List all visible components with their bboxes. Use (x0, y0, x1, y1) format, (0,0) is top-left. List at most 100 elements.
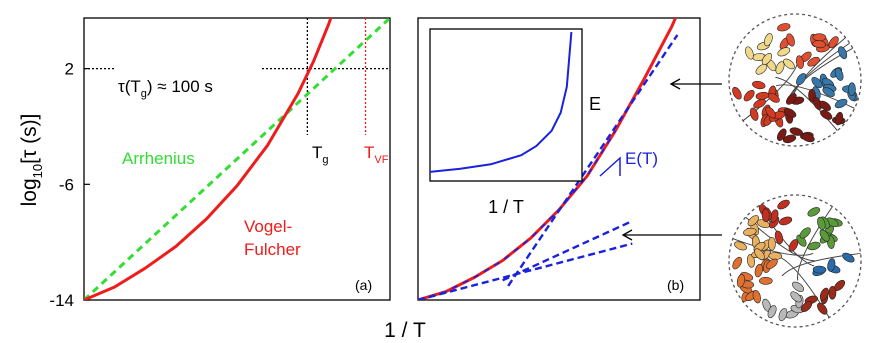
vogel-fulcher-curve (84, 18, 333, 300)
tangent-line (418, 242, 633, 300)
molecule (777, 23, 791, 32)
molecule (828, 285, 837, 300)
slope-triangle (599, 156, 621, 177)
arrow-bottom-head (621, 229, 633, 241)
molecule (807, 207, 821, 217)
molecule (777, 47, 791, 57)
panel-a-label: (a) (355, 277, 372, 293)
molecule (746, 254, 755, 268)
molecule (834, 67, 844, 81)
panel-a: -14 -6 2 τ(Tg) ≈ 100 s Tg TVF Arrhenius Vo… (49, 17, 391, 310)
x-axis-label: 1 / T (384, 319, 426, 342)
molecule (801, 133, 815, 143)
molecule (820, 109, 833, 120)
panel-b-label: (b) (667, 277, 684, 293)
molecule (812, 33, 827, 42)
molecule (788, 239, 799, 252)
tau-annotation: τ(Tg) ≈ 100 s (118, 77, 213, 100)
inset-frame (429, 28, 583, 182)
molecule (759, 276, 773, 285)
molecule (755, 63, 768, 75)
molecule (812, 265, 827, 274)
molecule (834, 111, 844, 126)
molecule (817, 216, 826, 231)
panel-b: E(T) (b) 1 / T E (417, 17, 701, 301)
molecule (828, 36, 839, 49)
molecule (743, 227, 757, 236)
molecule (765, 106, 776, 119)
molecule (817, 302, 828, 315)
panel-a-guides (84, 18, 390, 135)
tangent-line (507, 34, 679, 287)
molecule (767, 305, 777, 319)
molecule (754, 248, 765, 261)
arrows (621, 78, 722, 241)
panel-a-yticks: -14 -6 2 (49, 60, 90, 310)
vogel-label-line1: Vogel- (244, 217, 292, 236)
molecule (819, 287, 829, 301)
molecule (747, 215, 759, 227)
molecule (807, 241, 821, 251)
molecule (732, 86, 742, 100)
arrhenius-line (84, 18, 390, 300)
molecule (766, 258, 778, 270)
molecule (792, 281, 805, 292)
molecule (732, 256, 743, 270)
ytick-label: -6 (59, 175, 74, 194)
ytick-label: -14 (49, 291, 74, 310)
molecule (795, 55, 805, 69)
ytick-label: 2 (65, 60, 74, 79)
region-boundary (797, 206, 833, 281)
circle-high-temperature (728, 194, 862, 328)
molecule (734, 241, 747, 251)
molecule (796, 73, 807, 86)
molecule (754, 263, 763, 278)
vogel-label-line2: Fulcher (244, 240, 301, 259)
molecule (745, 46, 754, 60)
molecule (752, 80, 766, 90)
molecule (761, 208, 770, 223)
molecule (783, 108, 797, 118)
molecule (834, 98, 848, 109)
molecule (796, 234, 807, 247)
molecule (782, 134, 797, 144)
molecule (822, 87, 835, 97)
molecule (838, 46, 848, 60)
molecule (743, 90, 755, 102)
molecule (736, 274, 745, 288)
inset-curve (429, 31, 573, 173)
molecule (789, 127, 803, 136)
molecule (753, 98, 766, 109)
molecule (786, 93, 797, 105)
molecule (752, 289, 761, 304)
inset-xlabel: 1 / T (488, 197, 524, 217)
molecule (767, 236, 776, 251)
molecule (819, 100, 831, 111)
panel-b-frame (417, 17, 701, 301)
molecule (790, 291, 802, 303)
molecule (774, 230, 784, 244)
inset: 1 / T E (429, 28, 601, 217)
circle-low-temperature (728, 13, 862, 147)
tangent-line (502, 219, 633, 282)
arrhenius-label: Arrhenius (122, 149, 195, 168)
molecule (799, 227, 811, 239)
slope-triangle-path (599, 156, 621, 177)
slope-label: E(T) (625, 149, 658, 168)
panel-a-frame (83, 17, 391, 301)
y-axis-label: log10[τ (s)] (18, 114, 45, 207)
molecule (819, 229, 830, 242)
molecule (779, 216, 793, 226)
molecule (800, 301, 813, 313)
inset-ylabel: E (589, 94, 601, 114)
inset-series (429, 31, 573, 173)
region-boundary (732, 238, 814, 256)
molecule (764, 33, 773, 47)
molecule (827, 258, 836, 272)
molecule (778, 308, 788, 322)
molecule (847, 82, 856, 96)
arrow-top-head (669, 78, 681, 90)
molecule (812, 40, 826, 49)
molecule (775, 61, 785, 75)
